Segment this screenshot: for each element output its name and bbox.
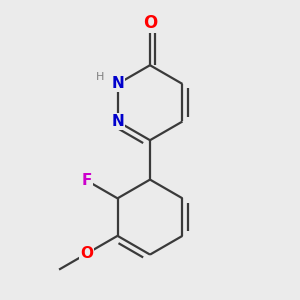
Text: H: H bbox=[95, 72, 104, 82]
Text: N: N bbox=[111, 114, 124, 129]
Text: N: N bbox=[111, 76, 124, 92]
Text: O: O bbox=[80, 246, 93, 261]
Text: F: F bbox=[82, 173, 92, 188]
Text: O: O bbox=[143, 14, 157, 32]
